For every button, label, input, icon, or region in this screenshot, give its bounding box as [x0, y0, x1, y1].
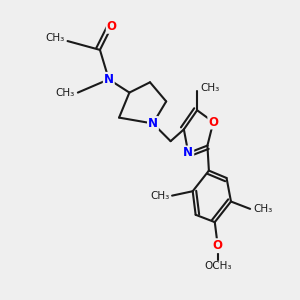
- Text: O: O: [213, 239, 223, 252]
- Text: O: O: [107, 20, 117, 33]
- Text: CH₃: CH₃: [253, 204, 272, 214]
- Text: N: N: [183, 146, 193, 159]
- Text: OCH₃: OCH₃: [204, 261, 232, 271]
- Text: CH₃: CH₃: [56, 88, 75, 98]
- Text: CH₃: CH₃: [150, 190, 169, 201]
- Text: N: N: [104, 73, 114, 86]
- Text: CH₃: CH₃: [45, 33, 64, 43]
- Text: CH₃: CH₃: [200, 83, 219, 93]
- Text: O: O: [208, 116, 218, 128]
- Text: N: N: [148, 117, 158, 130]
